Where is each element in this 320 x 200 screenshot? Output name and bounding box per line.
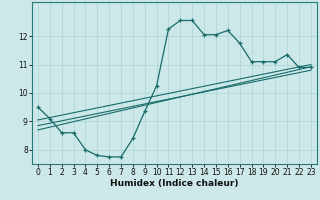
X-axis label: Humidex (Indice chaleur): Humidex (Indice chaleur) [110, 179, 239, 188]
